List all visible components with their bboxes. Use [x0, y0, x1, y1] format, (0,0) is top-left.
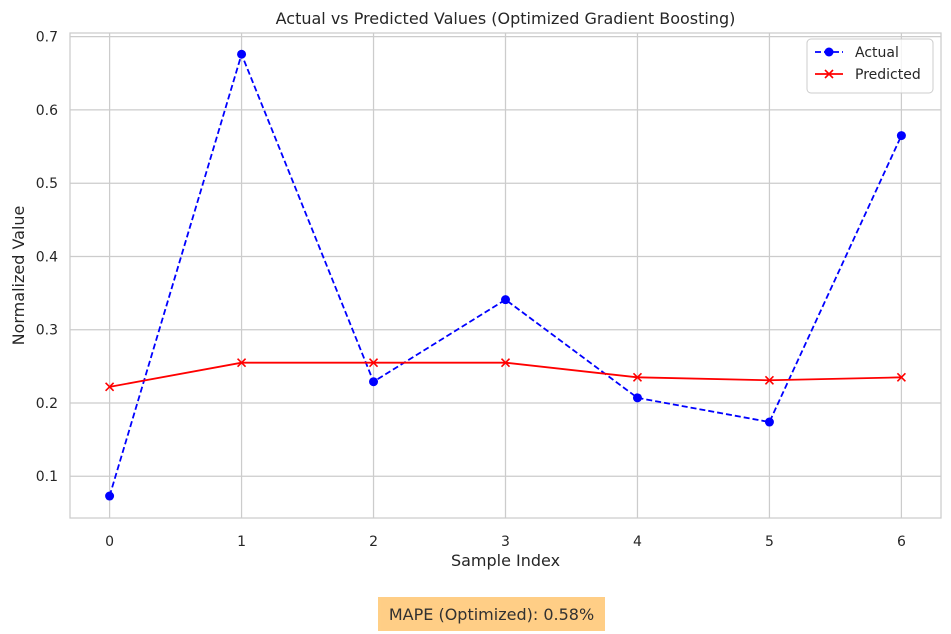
actual-point — [105, 491, 115, 501]
mape-annotation: MAPE (Optimized): 0.58% — [378, 597, 605, 631]
actual-point — [632, 393, 642, 403]
x-axis-label: Sample Index — [451, 551, 560, 570]
y-tick-label: 0.3 — [36, 323, 58, 339]
y-tick-labels: 0.1 0.2 0.3 0.4 0.5 0.6 0.7 — [36, 30, 58, 486]
predicted-point — [896, 372, 906, 382]
series-layer — [105, 49, 906, 501]
series-predicted — [105, 358, 906, 392]
legend-marker-predicted — [824, 69, 834, 79]
x-tick-label: 5 — [765, 534, 774, 550]
x-tick-label: 4 — [633, 534, 642, 550]
actual-point — [896, 131, 906, 141]
x-tick-labels: 0 1 2 3 4 5 6 — [105, 534, 906, 550]
predicted-point — [632, 372, 643, 382]
predicted-point — [105, 382, 115, 392]
y-tick-label: 0.5 — [36, 176, 58, 192]
actual-point — [764, 417, 774, 427]
y-tick-label: 0.7 — [36, 30, 58, 46]
predicted-point — [500, 358, 511, 368]
y-axis-label: Normalized Value — [9, 206, 28, 346]
series-actual — [105, 49, 906, 501]
predicted-point — [764, 375, 775, 385]
x-tick-label: 3 — [501, 534, 510, 550]
plot-area — [69, 32, 942, 519]
legend-entry-predicted: Predicted — [815, 67, 921, 83]
x-tick-label: 6 — [897, 534, 906, 550]
chart-title: Actual vs Predicted Values (Optimized Gr… — [276, 9, 736, 28]
legend-label-predicted: Predicted — [855, 67, 921, 83]
y-tick-label: 0.6 — [36, 103, 58, 119]
y-tick-label: 0.4 — [36, 249, 58, 265]
actual-point — [237, 49, 247, 59]
legend: Actual Predicted — [806, 38, 934, 94]
predicted-point — [236, 358, 247, 368]
legend-marker-actual — [824, 47, 834, 57]
x-tick-label: 0 — [105, 534, 114, 550]
actual-point — [369, 377, 379, 387]
x-tick-label: 2 — [369, 534, 378, 550]
legend-entry-actual: Actual — [815, 45, 899, 61]
predicted-point — [368, 358, 379, 368]
y-tick-label: 0.2 — [36, 396, 58, 412]
legend-label-actual: Actual — [855, 45, 899, 61]
grid-lines — [70, 33, 941, 518]
x-tick-label: 1 — [237, 534, 246, 550]
y-tick-label: 0.1 — [36, 469, 58, 485]
actual-point — [501, 295, 510, 305]
